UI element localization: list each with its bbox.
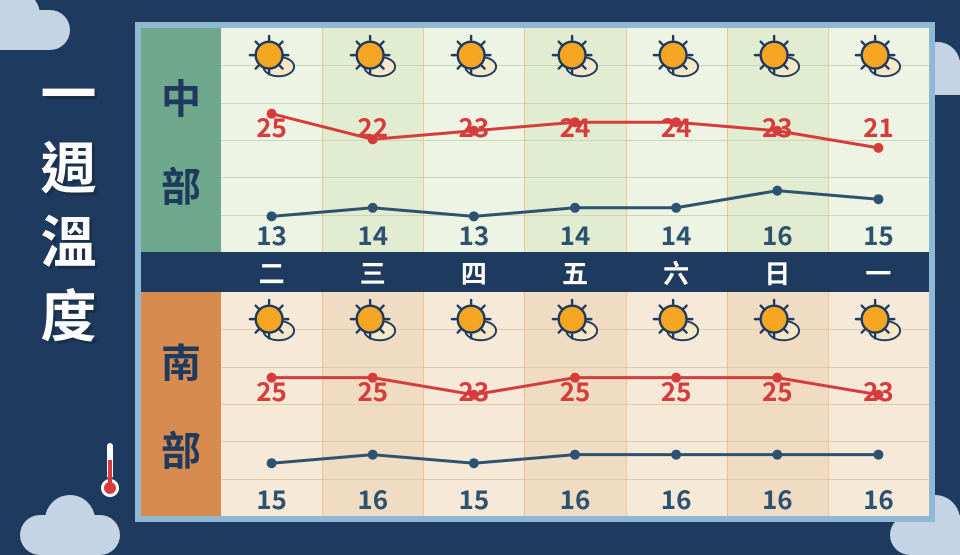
grid-vline <box>524 292 525 516</box>
grid-vline <box>828 292 829 516</box>
grid-hline <box>221 103 929 104</box>
temp-high-label: 21 <box>863 108 894 145</box>
temp-high-label: 23 <box>762 108 793 145</box>
weather-sun-icon <box>551 298 599 346</box>
temp-low-label: 14 <box>661 216 692 253</box>
temp-low-label: 16 <box>863 480 894 517</box>
temp-low-label: 14 <box>560 216 591 253</box>
day-label: 一 <box>828 254 929 291</box>
temp-high-label: 24 <box>661 108 692 145</box>
day-label: 三 <box>322 254 423 291</box>
forecast-panel: 中 部 <box>135 22 935 522</box>
temp-high-label: 25 <box>560 372 591 409</box>
temp-high-label: 23 <box>459 108 490 145</box>
temp-low-label: 15 <box>863 216 894 253</box>
weather-sun-icon <box>854 34 902 82</box>
day-label: 四 <box>423 254 524 291</box>
temp-low-label: 15 <box>459 480 490 517</box>
temp-high-label: 23 <box>459 372 490 409</box>
grid-hline <box>221 441 929 442</box>
region-label-central: 中 部 <box>141 28 221 252</box>
chart-south: 25 15 25 16 23 15 25 16 25 16 25 16 23 16 <box>221 292 929 516</box>
region-row-south: 南 部 <box>141 292 929 516</box>
bg-cloud <box>0 10 70 50</box>
page-title: 一週溫度 <box>28 65 109 361</box>
temp-low-label: 14 <box>357 216 388 253</box>
weather-sun-icon <box>349 34 397 82</box>
temp-low-label: 16 <box>762 216 793 253</box>
weather-sun-icon <box>652 34 700 82</box>
weather-sun-icon <box>551 34 599 82</box>
temp-low-label: 16 <box>357 480 388 517</box>
grid-vline <box>322 28 323 252</box>
region-char: 南 <box>161 331 201 389</box>
grid-vline <box>423 292 424 516</box>
grid-hline <box>221 177 929 178</box>
temp-high-label: 25 <box>661 372 692 409</box>
day-label: 六 <box>626 254 727 291</box>
region-row-central: 中 部 <box>141 28 929 252</box>
weather-sun-icon <box>450 34 498 82</box>
temp-low-label: 13 <box>459 216 490 253</box>
weather-sun-icon <box>753 34 801 82</box>
grid-vline <box>322 292 323 516</box>
weather-sun-icon <box>248 298 296 346</box>
grid-vline <box>626 292 627 516</box>
weather-sun-icon <box>349 298 397 346</box>
grid-vline <box>626 28 627 252</box>
temp-high-label: 25 <box>762 372 793 409</box>
day-label: 日 <box>727 254 828 291</box>
chart-central: 25 13 22 14 23 13 24 14 24 14 23 16 21 15 <box>221 28 929 252</box>
grid-vline <box>828 28 829 252</box>
temp-low-label: 16 <box>560 480 591 517</box>
temp-high-label: 25 <box>357 372 388 409</box>
weather-sun-icon <box>450 298 498 346</box>
temp-low-label: 13 <box>256 216 287 253</box>
grid-hline <box>221 367 929 368</box>
grid-vline <box>727 28 728 252</box>
grid-vline <box>423 28 424 252</box>
temp-low-label: 15 <box>256 480 287 517</box>
temp-high-label: 25 <box>256 372 287 409</box>
weather-sun-icon <box>854 298 902 346</box>
grid-vline <box>524 28 525 252</box>
temp-high-label: 23 <box>863 372 894 409</box>
weather-sun-icon <box>652 298 700 346</box>
thermometer-icon <box>98 440 122 500</box>
weather-sun-icon <box>248 34 296 82</box>
temp-low-label: 16 <box>762 480 793 517</box>
region-label-south: 南 部 <box>141 292 221 516</box>
days-bar: 二 三 四 五 六 日 一 <box>141 252 929 292</box>
grid-vline <box>727 292 728 516</box>
bg-cloud <box>20 515 120 555</box>
region-char: 中 <box>161 67 201 125</box>
region-char: 部 <box>161 419 201 477</box>
day-label: 五 <box>524 254 625 291</box>
day-label: 二 <box>221 254 322 291</box>
temp-high-label: 25 <box>256 108 287 145</box>
weather-sun-icon <box>753 298 801 346</box>
region-char: 部 <box>161 155 201 213</box>
temp-high-label: 22 <box>357 108 388 145</box>
temp-low-label: 16 <box>661 480 692 517</box>
temp-high-label: 24 <box>560 108 591 145</box>
